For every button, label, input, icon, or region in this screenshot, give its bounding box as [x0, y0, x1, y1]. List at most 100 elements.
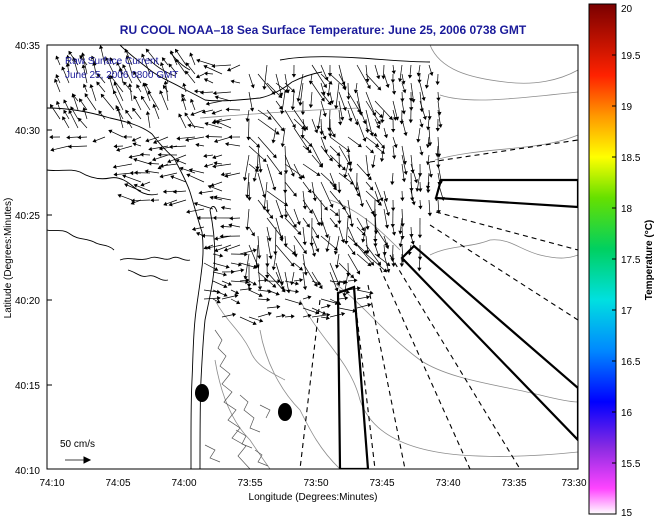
- current-vector-head: [276, 304, 281, 310]
- current-vector-head: [212, 164, 217, 169]
- current-vector-head: [227, 281, 232, 286]
- current-vector-head: [386, 262, 391, 267]
- current-vector-head: [178, 113, 183, 118]
- current-vector-head: [252, 248, 257, 253]
- current-vector-head: [234, 290, 240, 295]
- current-vector-head: [393, 144, 398, 149]
- current-vector: [275, 262, 283, 285]
- current-vector-head: [145, 138, 150, 143]
- current-vector-head: [278, 92, 284, 97]
- current-vector-head: [251, 232, 255, 237]
- current-vector: [356, 253, 372, 267]
- current-vector: [437, 109, 442, 128]
- current-vector: [274, 226, 277, 255]
- current-vector-head: [262, 86, 267, 90]
- current-vector-head: [133, 183, 138, 188]
- current-vector-head: [306, 223, 310, 228]
- current-vector-head: [205, 101, 210, 106]
- current-vector-head: [398, 230, 403, 235]
- current-vector-head: [336, 152, 341, 157]
- current-vector-head: [337, 164, 342, 169]
- current-vector-head: [271, 266, 276, 271]
- current-vector-head: [383, 134, 389, 139]
- current-vector: [311, 82, 325, 102]
- current-vector: [338, 262, 354, 279]
- current-vector: [365, 109, 373, 136]
- current-vector-head: [125, 109, 130, 114]
- current-vector-head: [377, 86, 382, 91]
- current-vector: [194, 202, 214, 210]
- current-vector: [266, 235, 272, 259]
- current-vector-head: [320, 97, 325, 102]
- current-vector-head: [250, 84, 255, 89]
- current-vector: [329, 73, 346, 89]
- current-vector-head: [77, 135, 81, 140]
- current-vector-head: [341, 81, 346, 86]
- current-vector-head: [297, 230, 302, 236]
- current-vector: [365, 73, 382, 91]
- current-vector-head: [417, 79, 422, 84]
- current-vector-head: [204, 121, 209, 127]
- colorbar-tick-label: 15.5: [621, 459, 641, 470]
- current-vector: [266, 109, 285, 132]
- current-vector-head: [80, 52, 86, 57]
- current-vector-head: [245, 278, 250, 283]
- current-vector-head: [170, 50, 175, 55]
- current-vector: [302, 271, 306, 290]
- current-vector-head: [354, 187, 359, 192]
- current-vector-head: [89, 83, 94, 89]
- current-vector-head: [379, 197, 384, 202]
- traffic-zones: [336, 178, 578, 469]
- current-vector-head: [369, 132, 374, 137]
- current-vector: [100, 45, 106, 66]
- current-vector-head: [225, 107, 230, 112]
- current-vector-head: [316, 172, 321, 176]
- x-tick-label: 74:05: [105, 478, 130, 489]
- current-vector-head: [257, 286, 263, 291]
- current-vector: [299, 82, 304, 106]
- current-vector-head: [207, 184, 212, 189]
- current-vector: [212, 118, 232, 124]
- current-vector-head: [150, 198, 154, 203]
- current-vector-head: [311, 252, 317, 257]
- current-vector: [248, 145, 267, 162]
- current-vector-head: [201, 233, 206, 238]
- current-vector-head: [246, 136, 251, 141]
- current-vector-head: [145, 110, 151, 115]
- current-vector-head: [185, 62, 190, 67]
- current-vector-head: [254, 265, 259, 270]
- current-vector-head: [367, 303, 372, 308]
- current-vector-head: [369, 290, 374, 295]
- current-vector-head: [376, 75, 381, 80]
- y-tick-label: 40:20: [15, 296, 40, 307]
- current-vector-head: [139, 152, 144, 157]
- current-vector: [257, 172, 266, 198]
- current-vector-head: [291, 123, 296, 129]
- current-vector-head: [353, 89, 359, 94]
- current-vector-head: [212, 90, 217, 96]
- current-vector-head: [369, 149, 374, 154]
- current-vector-head: [293, 253, 298, 258]
- current-vector-head: [258, 169, 263, 173]
- current-vector: [328, 109, 331, 131]
- current-vector-head: [278, 105, 283, 110]
- current-vector-head: [122, 64, 127, 69]
- current-vector-head: [296, 98, 301, 103]
- current-vector-head: [317, 281, 322, 286]
- current-vector: [356, 100, 366, 124]
- current-vector-head: [113, 81, 118, 86]
- current-vector-head: [262, 158, 267, 163]
- current-vector-head: [392, 116, 397, 121]
- current-vector-head: [426, 189, 431, 194]
- current-vector: [284, 109, 296, 128]
- current-vector-head: [400, 223, 405, 228]
- current-vector-head: [124, 183, 129, 188]
- current-vector-head: [388, 115, 393, 121]
- current-vector-head: [203, 71, 208, 76]
- current-vector-head: [213, 161, 218, 166]
- current-vector-head: [323, 83, 327, 89]
- current-vector-head: [328, 133, 333, 138]
- current-vector-head: [379, 158, 385, 163]
- current-vector-head: [298, 266, 303, 271]
- current-vector-head: [390, 79, 396, 84]
